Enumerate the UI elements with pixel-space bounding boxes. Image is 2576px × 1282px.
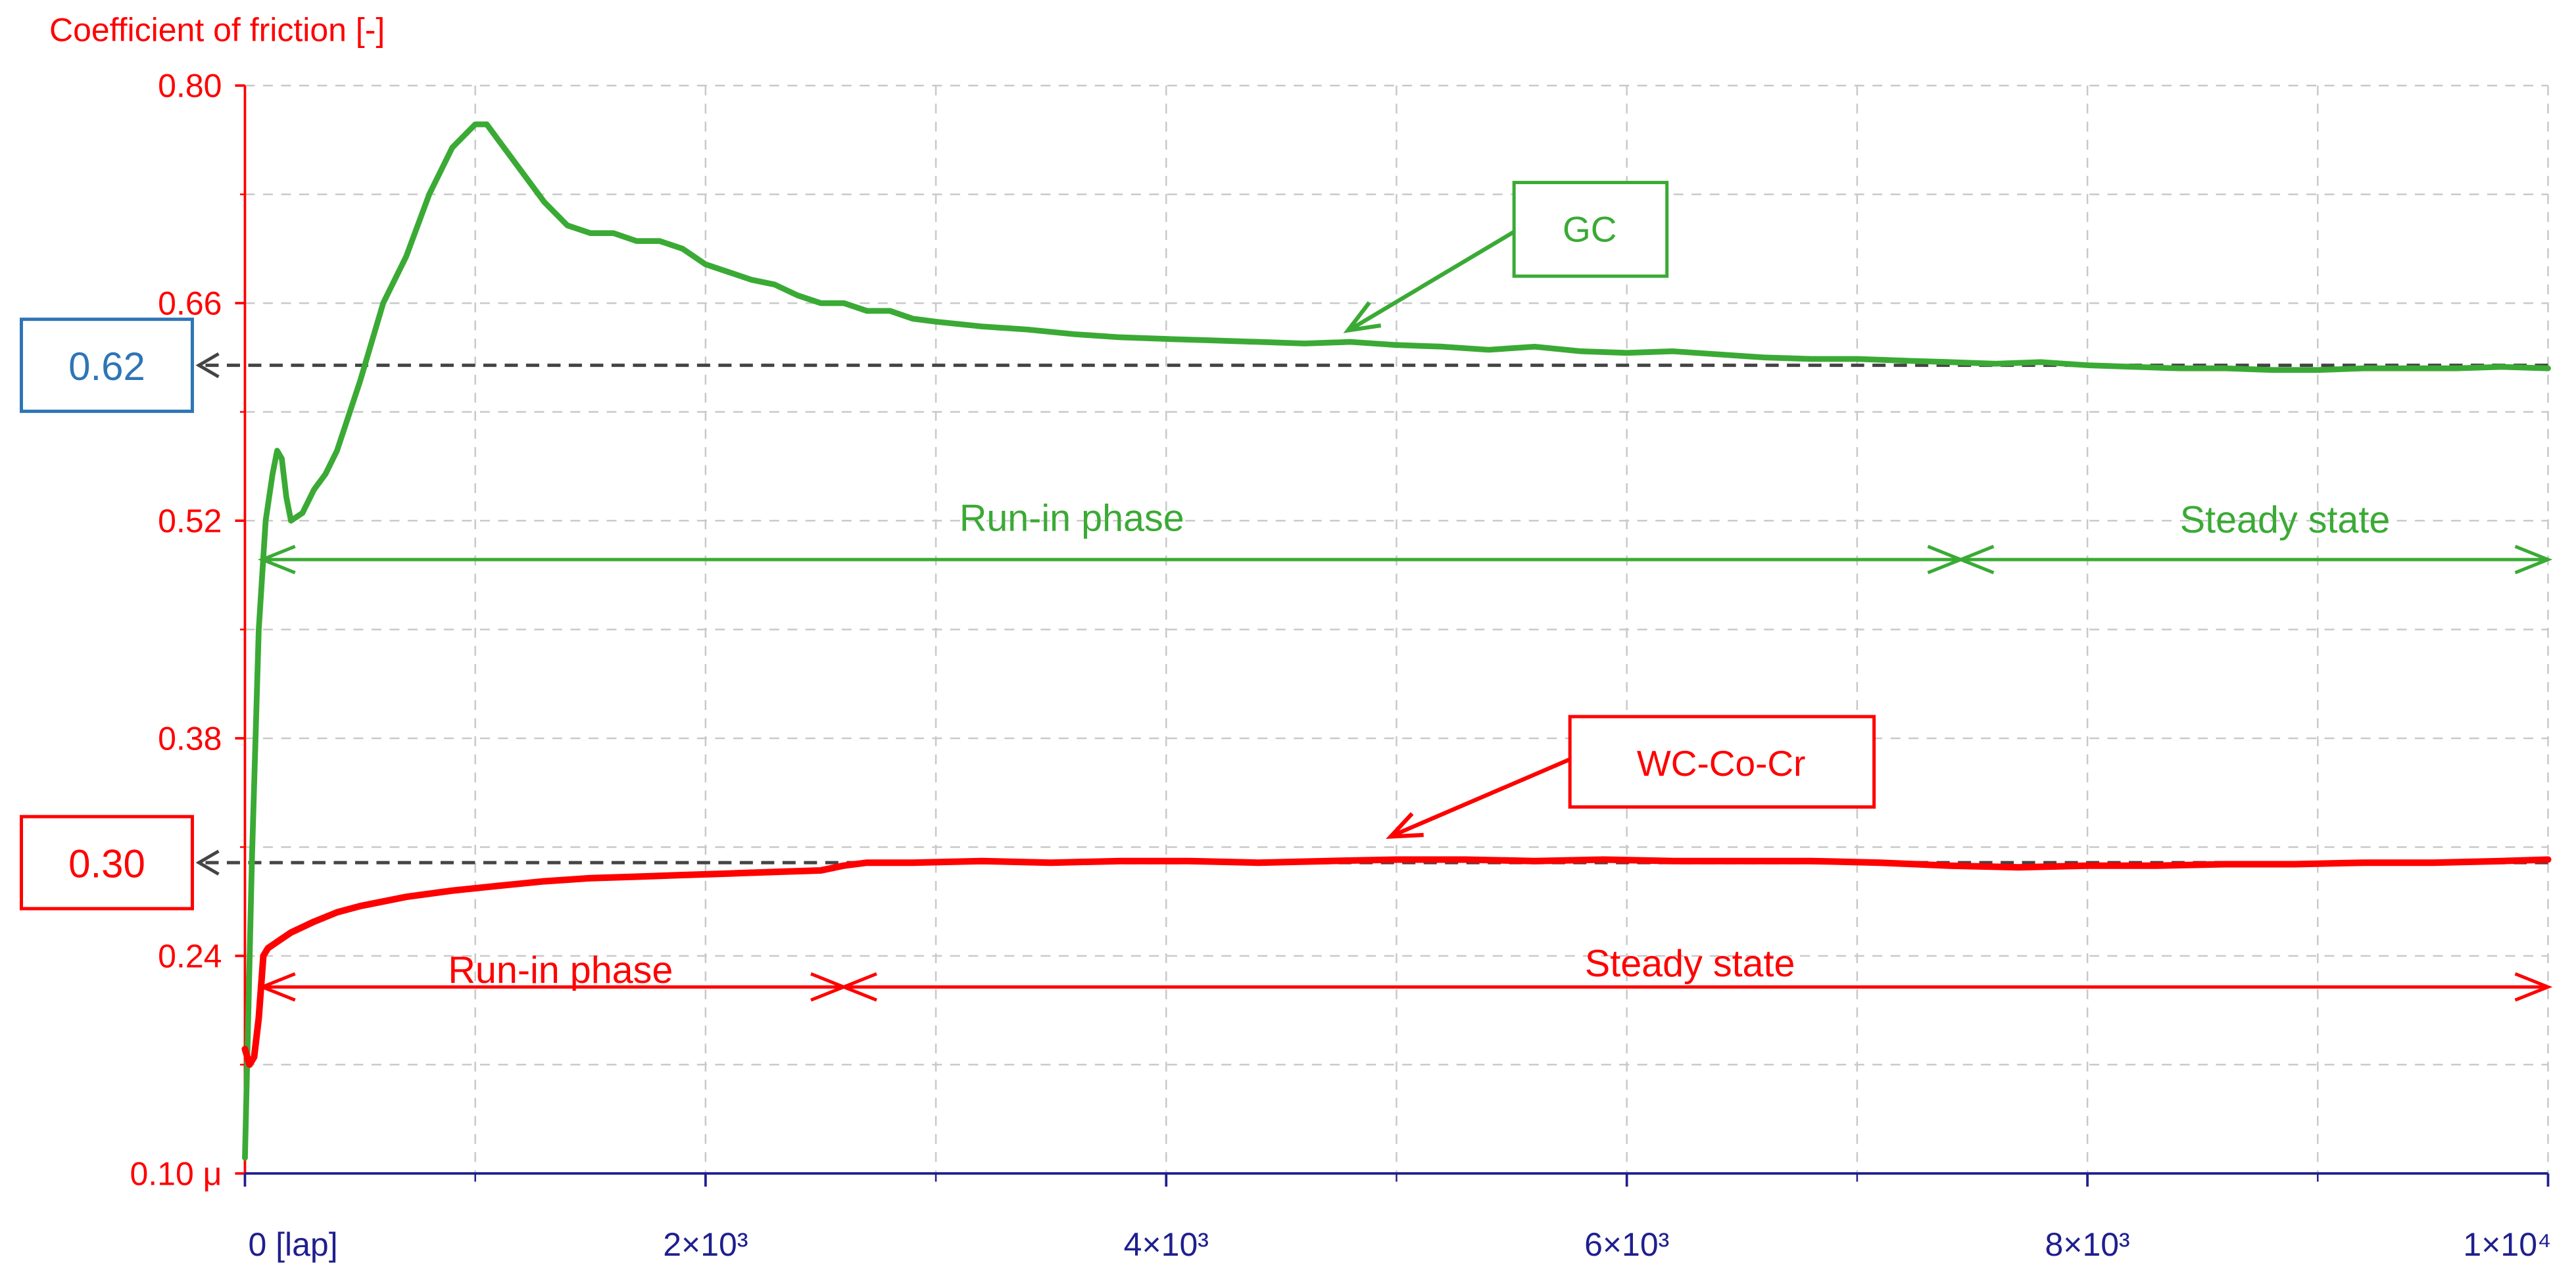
wc-steady-label: Steady state <box>1585 943 1795 985</box>
y-axis-title: Coefficient of friction [-] <box>49 12 385 49</box>
wc-label-box <box>1568 715 1876 809</box>
reference-arrowhead <box>195 352 220 379</box>
gc-pointer-arrow <box>1350 229 1515 331</box>
reference-value-label: 0.30 <box>68 842 145 886</box>
annotations: GC WC-Co-Cr Run-in phase Steady state Ru… <box>257 181 2553 1002</box>
wc-steady-arrow-head-left <box>839 972 877 1002</box>
wc-phase-arrows <box>257 972 2553 1002</box>
x-tick-label: 8×10³ <box>2045 1226 2129 1263</box>
y-tick-label: 0.38 <box>158 720 222 757</box>
wc-runin-label: Run-in phase <box>448 949 673 991</box>
y-tick-label: 0.10 μ <box>130 1155 222 1192</box>
gc-runin-arrow-head-left <box>257 544 296 575</box>
wc-label: WC-Co-Cr <box>1637 743 1806 784</box>
gc-series-line <box>242 121 2551 1161</box>
gc-label-box <box>1512 181 1669 278</box>
x-tick-label: 6×10³ <box>1584 1226 1669 1263</box>
y-tick-label: 0.66 <box>158 285 222 322</box>
gc-runin-label: Run-in phase <box>960 498 1184 540</box>
x-tick-label: 1×10⁴ <box>2463 1226 2551 1263</box>
y-tick-label: 0.24 <box>158 938 222 974</box>
reference-value-box <box>19 815 194 911</box>
gc-steady-label: Steady state <box>2180 499 2391 541</box>
axis-ticks: 0.10 μ 0.24 0.38 0.52 0.66 0.80 0 [lap] 2×10³ 4×… <box>130 68 2551 1263</box>
plot-grid <box>245 84 2549 1174</box>
reference-value-box <box>19 318 194 414</box>
y-tick-label: 0.80 <box>158 68 222 105</box>
gc-steady-arrow-head-right <box>2514 544 2553 575</box>
wc-runin-arrow-head-left <box>257 972 296 1002</box>
wc-pointer-arrowhead <box>1386 812 1424 839</box>
x-tick-label: 4×10³ <box>1124 1226 1209 1263</box>
gc-pointer-arrowhead <box>1343 301 1382 333</box>
gc-phase-arrows <box>257 544 2553 575</box>
reference-lines: 0.62 0.30 <box>19 318 2548 911</box>
gc-label: GC <box>1563 209 1616 250</box>
x-tick-label: 2×10³ <box>663 1226 748 1263</box>
wc-steady-arrow-head-right <box>2514 972 2553 1002</box>
gc-steady-arrow-head-left <box>1956 544 1995 575</box>
x-tick-label: 0 [lap] <box>248 1226 337 1263</box>
wc-pointer-arrow <box>1393 757 1571 837</box>
y-tick-label: 0.52 <box>158 503 222 540</box>
wc-series-line <box>241 856 2552 1068</box>
reference-value-label: 0.62 <box>68 344 145 389</box>
series-lines <box>241 121 2552 1161</box>
reference-arrowhead <box>195 849 220 876</box>
